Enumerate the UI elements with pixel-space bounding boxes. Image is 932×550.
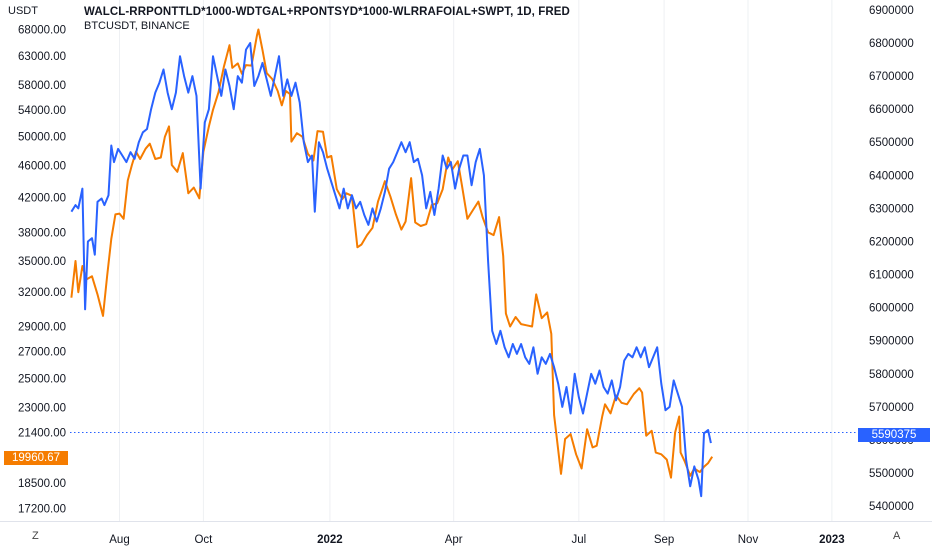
left-tick-label: 38000.00: [18, 227, 66, 239]
left-tick-label: 21400.00: [18, 427, 66, 439]
x-tick-label: Apr: [445, 534, 463, 546]
left-tick-label: 54000.00: [18, 105, 66, 117]
left-tick-label: 27000.00: [18, 346, 66, 358]
time-axis[interactable]: Aug Oct 2022 Apr Jul Sep Nov 2023: [109, 534, 844, 546]
right-tick-label: 5700000: [869, 402, 914, 414]
right-tick-label: 6500000: [869, 137, 914, 149]
right-tick-label: 6800000: [869, 38, 914, 50]
price-unit-label: USDT: [8, 5, 38, 17]
x-tick-label: Jul: [571, 534, 586, 546]
x-tick-label: Sep: [654, 534, 674, 546]
right-tick-label: 6700000: [869, 71, 914, 83]
zoom-toggle-button[interactable]: Z: [32, 530, 39, 542]
x-tick-label: Aug: [109, 534, 129, 546]
x-tick-label: 2022: [317, 534, 343, 546]
left-tick-label: 63000.00: [18, 51, 66, 63]
left-tick-label: 23000.00: [18, 402, 66, 414]
chart-title[interactable]: WALCL-RRPONTTLD*1000-WDTGAL+RPONTSYD*100…: [84, 6, 570, 18]
left-tick-label: 18500.00: [18, 478, 66, 490]
btc-last-price-badge: 19960.67: [4, 451, 68, 465]
vertical-gridlines: [119, 0, 833, 521]
left-tick-label: 46000.00: [18, 161, 66, 173]
right-price-axis[interactable]: 6900000 6800000 6700000 6600000 6500000 64000…: [869, 5, 914, 513]
right-tick-label: 6400000: [869, 170, 914, 182]
left-price-axis[interactable]: 68000.00 63000.00 58000.00 54000.00 50000.00…: [18, 24, 66, 515]
fred-liquidity-line[interactable]: [70, 42, 712, 498]
left-tick-label: 42000.00: [18, 192, 66, 204]
auto-scale-button[interactable]: A: [893, 530, 901, 542]
x-tick-label: Nov: [738, 534, 759, 546]
chart-subtitle[interactable]: BTCUSDT, BINANCE: [84, 20, 190, 32]
right-tick-label: 6900000: [869, 5, 914, 17]
left-tick-label: 17200.00: [18, 504, 66, 516]
left-tick-label: 68000.00: [18, 24, 66, 36]
left-tick-label: 35000.00: [18, 256, 66, 268]
right-tick-label: 5800000: [869, 369, 914, 381]
series-group: [70, 28, 714, 498]
x-tick-label: Oct: [194, 534, 213, 546]
right-tick-label: 6300000: [869, 203, 914, 215]
left-tick-label: 32000.00: [18, 287, 66, 299]
fred-last-value-badge: 5590375: [858, 428, 930, 442]
right-tick-label: 6100000: [869, 270, 914, 282]
left-tick-label: 25000.00: [18, 373, 66, 385]
right-tick-label: 5400000: [869, 501, 914, 513]
right-tick-label: 5500000: [869, 468, 914, 480]
left-tick-label: 58000.00: [18, 80, 66, 92]
right-tick-label: 5900000: [869, 336, 914, 348]
right-tick-label: 6200000: [869, 236, 914, 248]
btc-price-line[interactable]: [70, 28, 714, 479]
left-tick-label: 29000.00: [18, 322, 66, 334]
right-tick-label: 6600000: [869, 104, 914, 116]
right-tick-label: 6000000: [869, 303, 914, 315]
left-tick-label: 50000.00: [18, 132, 66, 144]
x-tick-label: 2023: [819, 534, 845, 546]
